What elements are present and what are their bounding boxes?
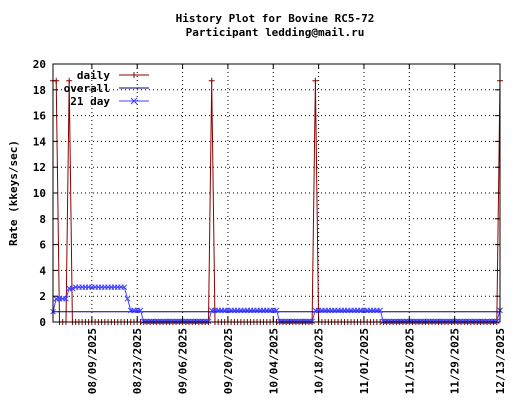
chart-title: History Plot for Bovine RC5-72: [176, 12, 375, 25]
legend-label-daily: daily: [77, 69, 110, 82]
axes: 0 2 4 6 8 10 12 14 16 18 20 08/09/2025 08/23/2025 09/…: [33, 58, 507, 394]
y-tick-label: 2: [39, 290, 46, 303]
series-line-21-day: [52, 286, 501, 322]
legend-marker-daily: [131, 72, 137, 78]
series-21-day: [50, 284, 503, 325]
y-tick-label: 8: [39, 213, 46, 226]
grid: [53, 64, 500, 322]
x-tick-label: 09/20/2025: [222, 328, 235, 394]
x-tick-label: 08/23/2025: [131, 328, 144, 394]
data-point: [273, 307, 280, 314]
series-layer: [50, 77, 503, 325]
x-tick-label: 09/06/2025: [177, 328, 190, 394]
x-tick-label: 10/18/2025: [313, 328, 326, 394]
data-point: [53, 77, 60, 84]
y-tick-label: 10: [33, 187, 46, 200]
x-tick-label: 11/01/2025: [358, 328, 371, 394]
y-tick-label: 0: [39, 316, 46, 329]
y-tick-label: 12: [33, 161, 46, 174]
data-point: [208, 77, 215, 84]
x-tick-label: 12/13/2025: [494, 328, 507, 394]
plot-frame: [52, 63, 501, 323]
x-tick-label: 11/29/2025: [449, 328, 462, 394]
data-point: [124, 295, 131, 302]
x-tick-label: 08/09/2025: [86, 328, 99, 394]
legend-label-21-day: 21 day: [70, 95, 110, 108]
data-point: [121, 284, 128, 291]
y-tick-label: 4: [39, 264, 46, 277]
y-tick-label: 6: [39, 239, 46, 252]
y-tick-label: 18: [33, 84, 46, 97]
y-axis-label: Rate (kkeys/sec): [7, 140, 20, 246]
data-point: [309, 318, 315, 325]
data-point: [205, 318, 212, 325]
data-point: [377, 307, 384, 314]
y-tick-label: 16: [33, 110, 47, 123]
legend-label-overall: overall: [64, 82, 110, 95]
data-point: [66, 77, 73, 84]
data-point: [137, 307, 144, 314]
data-point: [493, 318, 500, 325]
data-point: [69, 285, 76, 292]
x-tick-label: 10/04/2025: [267, 328, 280, 394]
y-tick-label: 20: [33, 58, 46, 71]
x-tick-label: 11/15/2025: [403, 328, 416, 394]
data-point: [312, 77, 319, 84]
legend-marker-21-day: [130, 97, 138, 105]
chart-subtitle: Participant ledding@mail.ru: [186, 26, 365, 39]
data-point: [63, 295, 69, 302]
y-tick-label: 14: [33, 135, 47, 148]
